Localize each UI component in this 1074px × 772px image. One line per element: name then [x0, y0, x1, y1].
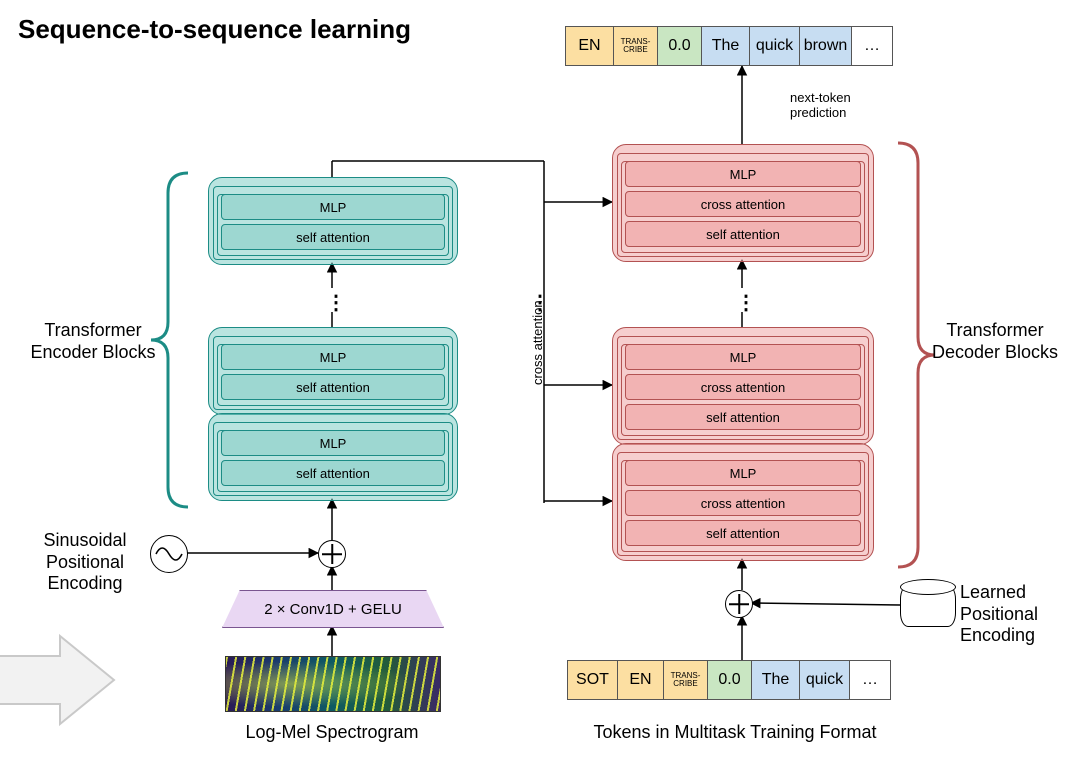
- spectrogram-label: Log-Mel Spectrogram: [225, 722, 439, 744]
- big-arrow-icon: [0, 630, 120, 730]
- encoder-block-top: MLP self attention: [208, 177, 458, 265]
- layer-cross-attention: cross attention: [625, 490, 861, 516]
- layer-self-attention: self attention: [221, 460, 445, 486]
- layer-MLP: MLP: [221, 430, 445, 456]
- layer-cross-attention: cross attention: [625, 374, 861, 400]
- cylinder-icon: [900, 585, 956, 627]
- conv-block: 2 × Conv1D + GELU: [222, 590, 444, 628]
- token: TRANS-CRIBE: [614, 27, 658, 65]
- token: quick: [800, 661, 850, 699]
- layer-self-attention: self attention: [221, 224, 445, 250]
- next-token-label: next-tokenprediction: [790, 90, 900, 120]
- layer-MLP: MLP: [625, 344, 861, 370]
- encoder-block-mid: MLP self attention: [208, 327, 458, 415]
- token: SOT: [568, 661, 618, 699]
- page-title: Sequence-to-sequence learning: [18, 14, 411, 45]
- layer-cross-attention: cross attention: [625, 191, 861, 217]
- sine-icon: [150, 535, 188, 573]
- encoder-ellipsis: ⋮: [326, 290, 348, 315]
- encoder-block-bot: MLP self attention: [208, 413, 458, 501]
- spectrogram: [225, 656, 441, 712]
- decoder-label: TransformerDecoder Blocks: [920, 320, 1070, 363]
- add-op-encoder: [318, 540, 346, 568]
- layer-MLP: MLP: [625, 161, 861, 187]
- layer-self-attention: self attention: [221, 374, 445, 400]
- layer-MLP: MLP: [221, 344, 445, 370]
- token: The: [702, 27, 750, 65]
- input-tokens: SOTENTRANS-CRIBE0.0Thequick…: [567, 660, 891, 700]
- add-op-decoder: [725, 590, 753, 618]
- token: The: [752, 661, 800, 699]
- token: 0.0: [708, 661, 752, 699]
- tokens-caption: Tokens in Multitask Training Format: [575, 722, 895, 744]
- token: …: [852, 27, 892, 65]
- output-tokens: ENTRANS-CRIBE0.0Thequickbrown…: [565, 26, 893, 66]
- token: …: [850, 661, 890, 699]
- encoder-label: TransformerEncoder Blocks: [18, 320, 168, 363]
- center-ellipsis: ⋮: [530, 290, 552, 315]
- layer-self-attention: self attention: [625, 520, 861, 546]
- token: EN: [618, 661, 664, 699]
- decoder-block-top: MLP cross attention self attention: [612, 144, 874, 262]
- token: TRANS-CRIBE: [664, 661, 708, 699]
- token: 0.0: [658, 27, 702, 65]
- token: quick: [750, 27, 800, 65]
- decoder-block-bot: MLP cross attention self attention: [612, 443, 874, 561]
- layer-self-attention: self attention: [625, 404, 861, 430]
- layer-MLP: MLP: [221, 194, 445, 220]
- token: brown: [800, 27, 852, 65]
- layer-self-attention: self attention: [625, 221, 861, 247]
- decoder-block-mid: MLP cross attention self attention: [612, 327, 874, 445]
- sinusoidal-pe-label: SinusoidalPositionalEncoding: [30, 530, 140, 595]
- layer-MLP: MLP: [625, 460, 861, 486]
- learned-pe-label: LearnedPositionalEncoding: [960, 582, 1070, 647]
- decoder-ellipsis: ⋮: [736, 290, 758, 315]
- token: EN: [566, 27, 614, 65]
